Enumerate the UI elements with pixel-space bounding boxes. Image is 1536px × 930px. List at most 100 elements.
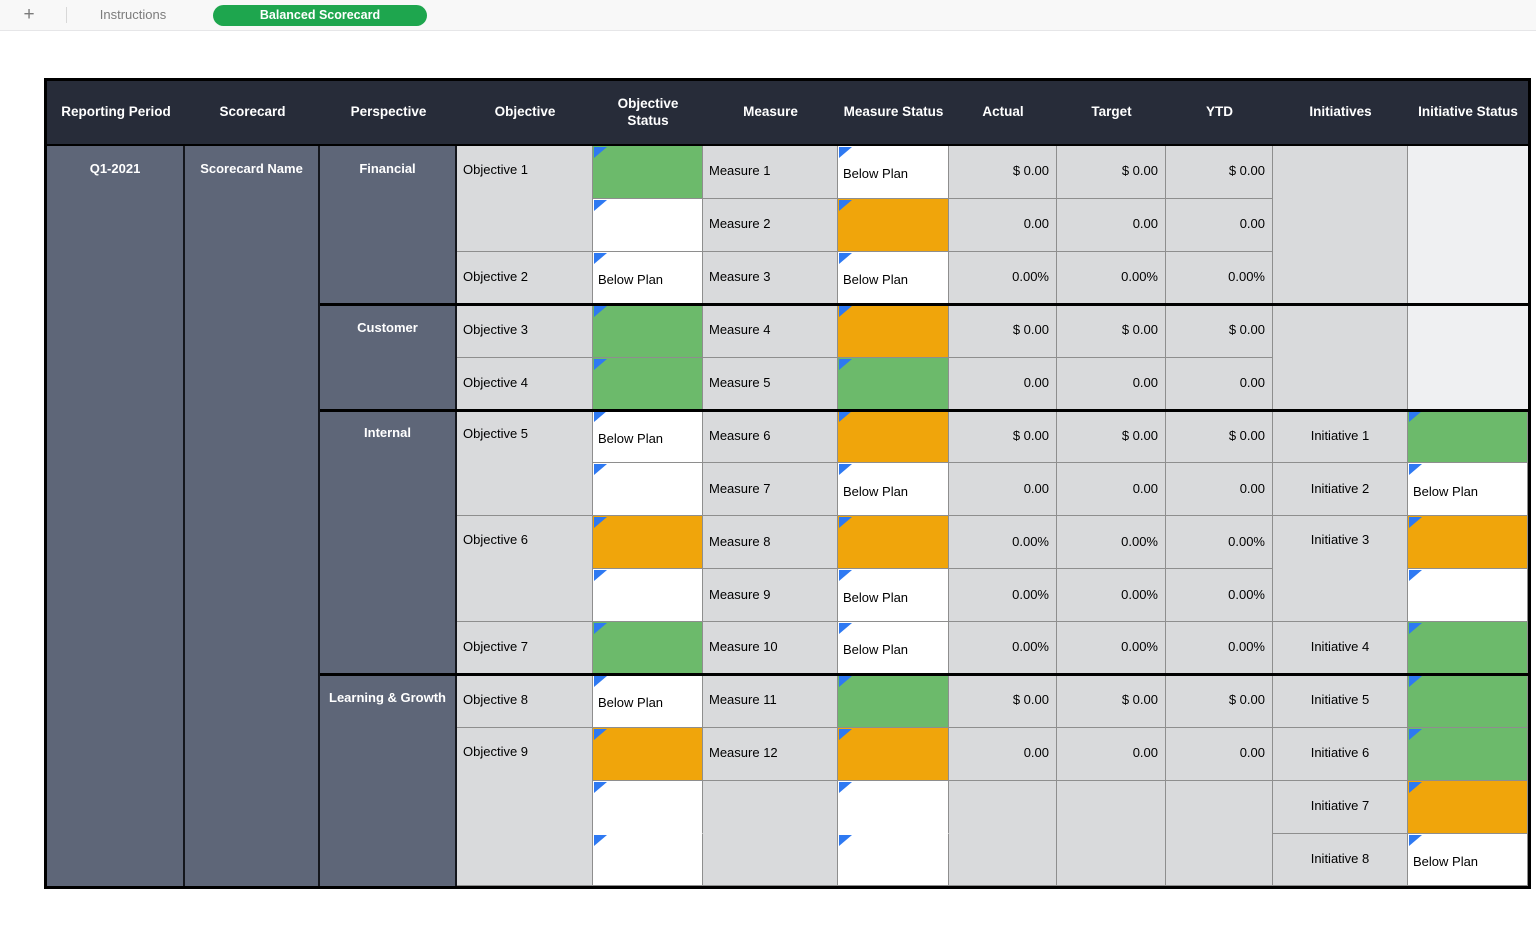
cell-ytd-r7[interactable]: 0.00	[1166, 463, 1273, 517]
cell-objective-status-r3[interactable]: Below Plan	[593, 251, 703, 305]
header-initiative-status[interactable]: Initiative Status	[1408, 81, 1528, 146]
cell-measure-status-r5[interactable]	[838, 357, 949, 411]
cell-ytd-empty[interactable]	[1166, 780, 1273, 887]
cell-actual-r8[interactable]: 0.00%	[949, 516, 1057, 570]
cell-actual-r11[interactable]: $ 0.00	[949, 674, 1057, 728]
header-measure-status[interactable]: Measure Status	[838, 81, 949, 146]
cell-objective-status-r9[interactable]	[593, 569, 703, 623]
cell-measure-8[interactable]: Measure 8	[703, 516, 838, 570]
cell-objective-status-r13[interactable]	[593, 780, 703, 834]
cell-objective-status-r10[interactable]	[593, 622, 703, 675]
cell-objective-status-r5[interactable]	[593, 357, 703, 411]
cell-reporting-period[interactable]: Q1-2021	[47, 146, 185, 887]
cell-initiative-4[interactable]: Initiative 4	[1273, 622, 1408, 675]
cell-initiative-status-r6[interactable]	[1408, 410, 1528, 464]
cell-target-r3[interactable]: 0.00%	[1057, 251, 1166, 305]
cell-ytd-r1[interactable]: $ 0.00	[1166, 146, 1273, 199]
cell-measure-status-r9[interactable]: Below Plan	[838, 569, 949, 623]
cell-initiative-status-r10[interactable]	[1408, 622, 1528, 675]
cell-actual-r6[interactable]: $ 0.00	[949, 410, 1057, 464]
cell-measure-4[interactable]: Measure 4	[703, 304, 838, 358]
cell-objective-6[interactable]: Objective 6	[457, 516, 593, 623]
cell-initiative-6[interactable]: Initiative 6	[1273, 727, 1408, 781]
cell-actual-r10[interactable]: 0.00%	[949, 622, 1057, 675]
cell-perspective-financial[interactable]: Financial	[320, 146, 457, 305]
tab-instructions[interactable]: Instructions	[99, 7, 167, 22]
header-target[interactable]: Target	[1057, 81, 1166, 146]
cell-target-r2[interactable]: 0.00	[1057, 198, 1166, 252]
cell-measure-status-r10[interactable]: Below Plan	[838, 622, 949, 675]
cell-ytd-r2[interactable]: 0.00	[1166, 198, 1273, 252]
cell-actual-r3[interactable]: 0.00%	[949, 251, 1057, 305]
cell-ytd-r8[interactable]: 0.00%	[1166, 516, 1273, 570]
header-actual[interactable]: Actual	[949, 81, 1057, 146]
header-objective[interactable]: Objective	[457, 81, 593, 146]
cell-objective-9[interactable]: Objective 9	[457, 727, 593, 887]
cell-measure-12[interactable]: Measure 12	[703, 727, 838, 781]
cell-initiatives-financial-empty[interactable]	[1273, 146, 1408, 305]
cell-measure-status-r6[interactable]	[838, 410, 949, 464]
cell-actual-r1[interactable]: $ 0.00	[949, 146, 1057, 199]
header-reporting-period[interactable]: Reporting Period	[47, 81, 185, 146]
cell-scorecard-name[interactable]: Scorecard Name	[185, 146, 320, 887]
cell-ytd-r10[interactable]: 0.00%	[1166, 622, 1273, 675]
add-sheet-button[interactable]: +	[23, 4, 35, 25]
cell-objective-4[interactable]: Objective 4	[457, 357, 593, 411]
cell-ytd-r9[interactable]: 0.00%	[1166, 569, 1273, 623]
cell-actual-r5[interactable]: 0.00	[949, 357, 1057, 411]
cell-initiative-status-financial-empty[interactable]	[1408, 146, 1528, 305]
header-measure[interactable]: Measure	[703, 81, 838, 146]
cell-measure-status-r11[interactable]	[838, 674, 949, 728]
cell-actual-empty[interactable]	[949, 780, 1057, 887]
cell-initiative-8[interactable]: Initiative 8	[1273, 833, 1408, 887]
cell-actual-r9[interactable]: 0.00%	[949, 569, 1057, 623]
cell-measure-status-r4[interactable]	[838, 304, 949, 358]
cell-initiative-status-r14[interactable]: Below Plan	[1408, 833, 1528, 887]
cell-objective-status-r11[interactable]: Below Plan	[593, 674, 703, 728]
cell-ytd-r4[interactable]: $ 0.00	[1166, 304, 1273, 358]
cell-initiative-status-r11[interactable]	[1408, 674, 1528, 728]
cell-initiatives-customer-empty[interactable]	[1273, 304, 1408, 411]
cell-actual-r7[interactable]: 0.00	[949, 463, 1057, 517]
cell-measure-status-r8[interactable]	[838, 516, 949, 570]
cell-objective-status-r2[interactable]	[593, 198, 703, 252]
cell-target-r10[interactable]: 0.00%	[1057, 622, 1166, 675]
cell-target-r8[interactable]: 0.00%	[1057, 516, 1166, 570]
cell-measure-9[interactable]: Measure 9	[703, 569, 838, 623]
cell-objective-8[interactable]: Objective 8	[457, 674, 593, 728]
header-initiatives[interactable]: Initiatives	[1273, 81, 1408, 146]
cell-target-r4[interactable]: $ 0.00	[1057, 304, 1166, 358]
cell-target-r6[interactable]: $ 0.00	[1057, 410, 1166, 464]
cell-objective-1[interactable]: Objective 1	[457, 146, 593, 252]
cell-objective-status-r1[interactable]	[593, 146, 703, 199]
cell-objective-status-r12[interactable]	[593, 727, 703, 781]
cell-target-r12[interactable]: 0.00	[1057, 727, 1166, 781]
header-objective-status[interactable]: Objective Status	[593, 81, 703, 146]
cell-initiative-status-r7[interactable]: Below Plan	[1408, 463, 1528, 517]
cell-measure-1[interactable]: Measure 1	[703, 146, 838, 199]
cell-objective-status-r8[interactable]	[593, 516, 703, 570]
cell-measure-6[interactable]: Measure 6	[703, 410, 838, 464]
cell-perspective-internal[interactable]: Internal	[320, 410, 457, 675]
cell-target-r11[interactable]: $ 0.00	[1057, 674, 1166, 728]
cell-measure-5[interactable]: Measure 5	[703, 357, 838, 411]
cell-measure-7[interactable]: Measure 7	[703, 463, 838, 517]
cell-ytd-r3[interactable]: 0.00%	[1166, 251, 1273, 305]
cell-actual-r2[interactable]: 0.00	[949, 198, 1057, 252]
cell-perspective-learning-growth[interactable]: Learning & Growth	[320, 674, 457, 887]
cell-target-r5[interactable]: 0.00	[1057, 357, 1166, 411]
cell-target-r9[interactable]: 0.00%	[1057, 569, 1166, 623]
cell-measure-status-r1[interactable]: Below Plan	[838, 146, 949, 199]
cell-target-empty[interactable]	[1057, 780, 1166, 887]
cell-initiative-status-r8[interactable]	[1408, 516, 1528, 570]
cell-ytd-r12[interactable]: 0.00	[1166, 727, 1273, 781]
cell-initiative-7[interactable]: Initiative 7	[1273, 780, 1408, 834]
cell-actual-r4[interactable]: $ 0.00	[949, 304, 1057, 358]
cell-initiative-5[interactable]: Initiative 5	[1273, 674, 1408, 728]
cell-objective-status-r14[interactable]	[593, 833, 703, 887]
cell-measure-status-r13[interactable]	[838, 780, 949, 834]
cell-measure-status-r14[interactable]	[838, 833, 949, 887]
cell-measure-3[interactable]: Measure 3	[703, 251, 838, 305]
cell-measure-status-r3[interactable]: Below Plan	[838, 251, 949, 305]
cell-objective-status-r7[interactable]	[593, 463, 703, 517]
